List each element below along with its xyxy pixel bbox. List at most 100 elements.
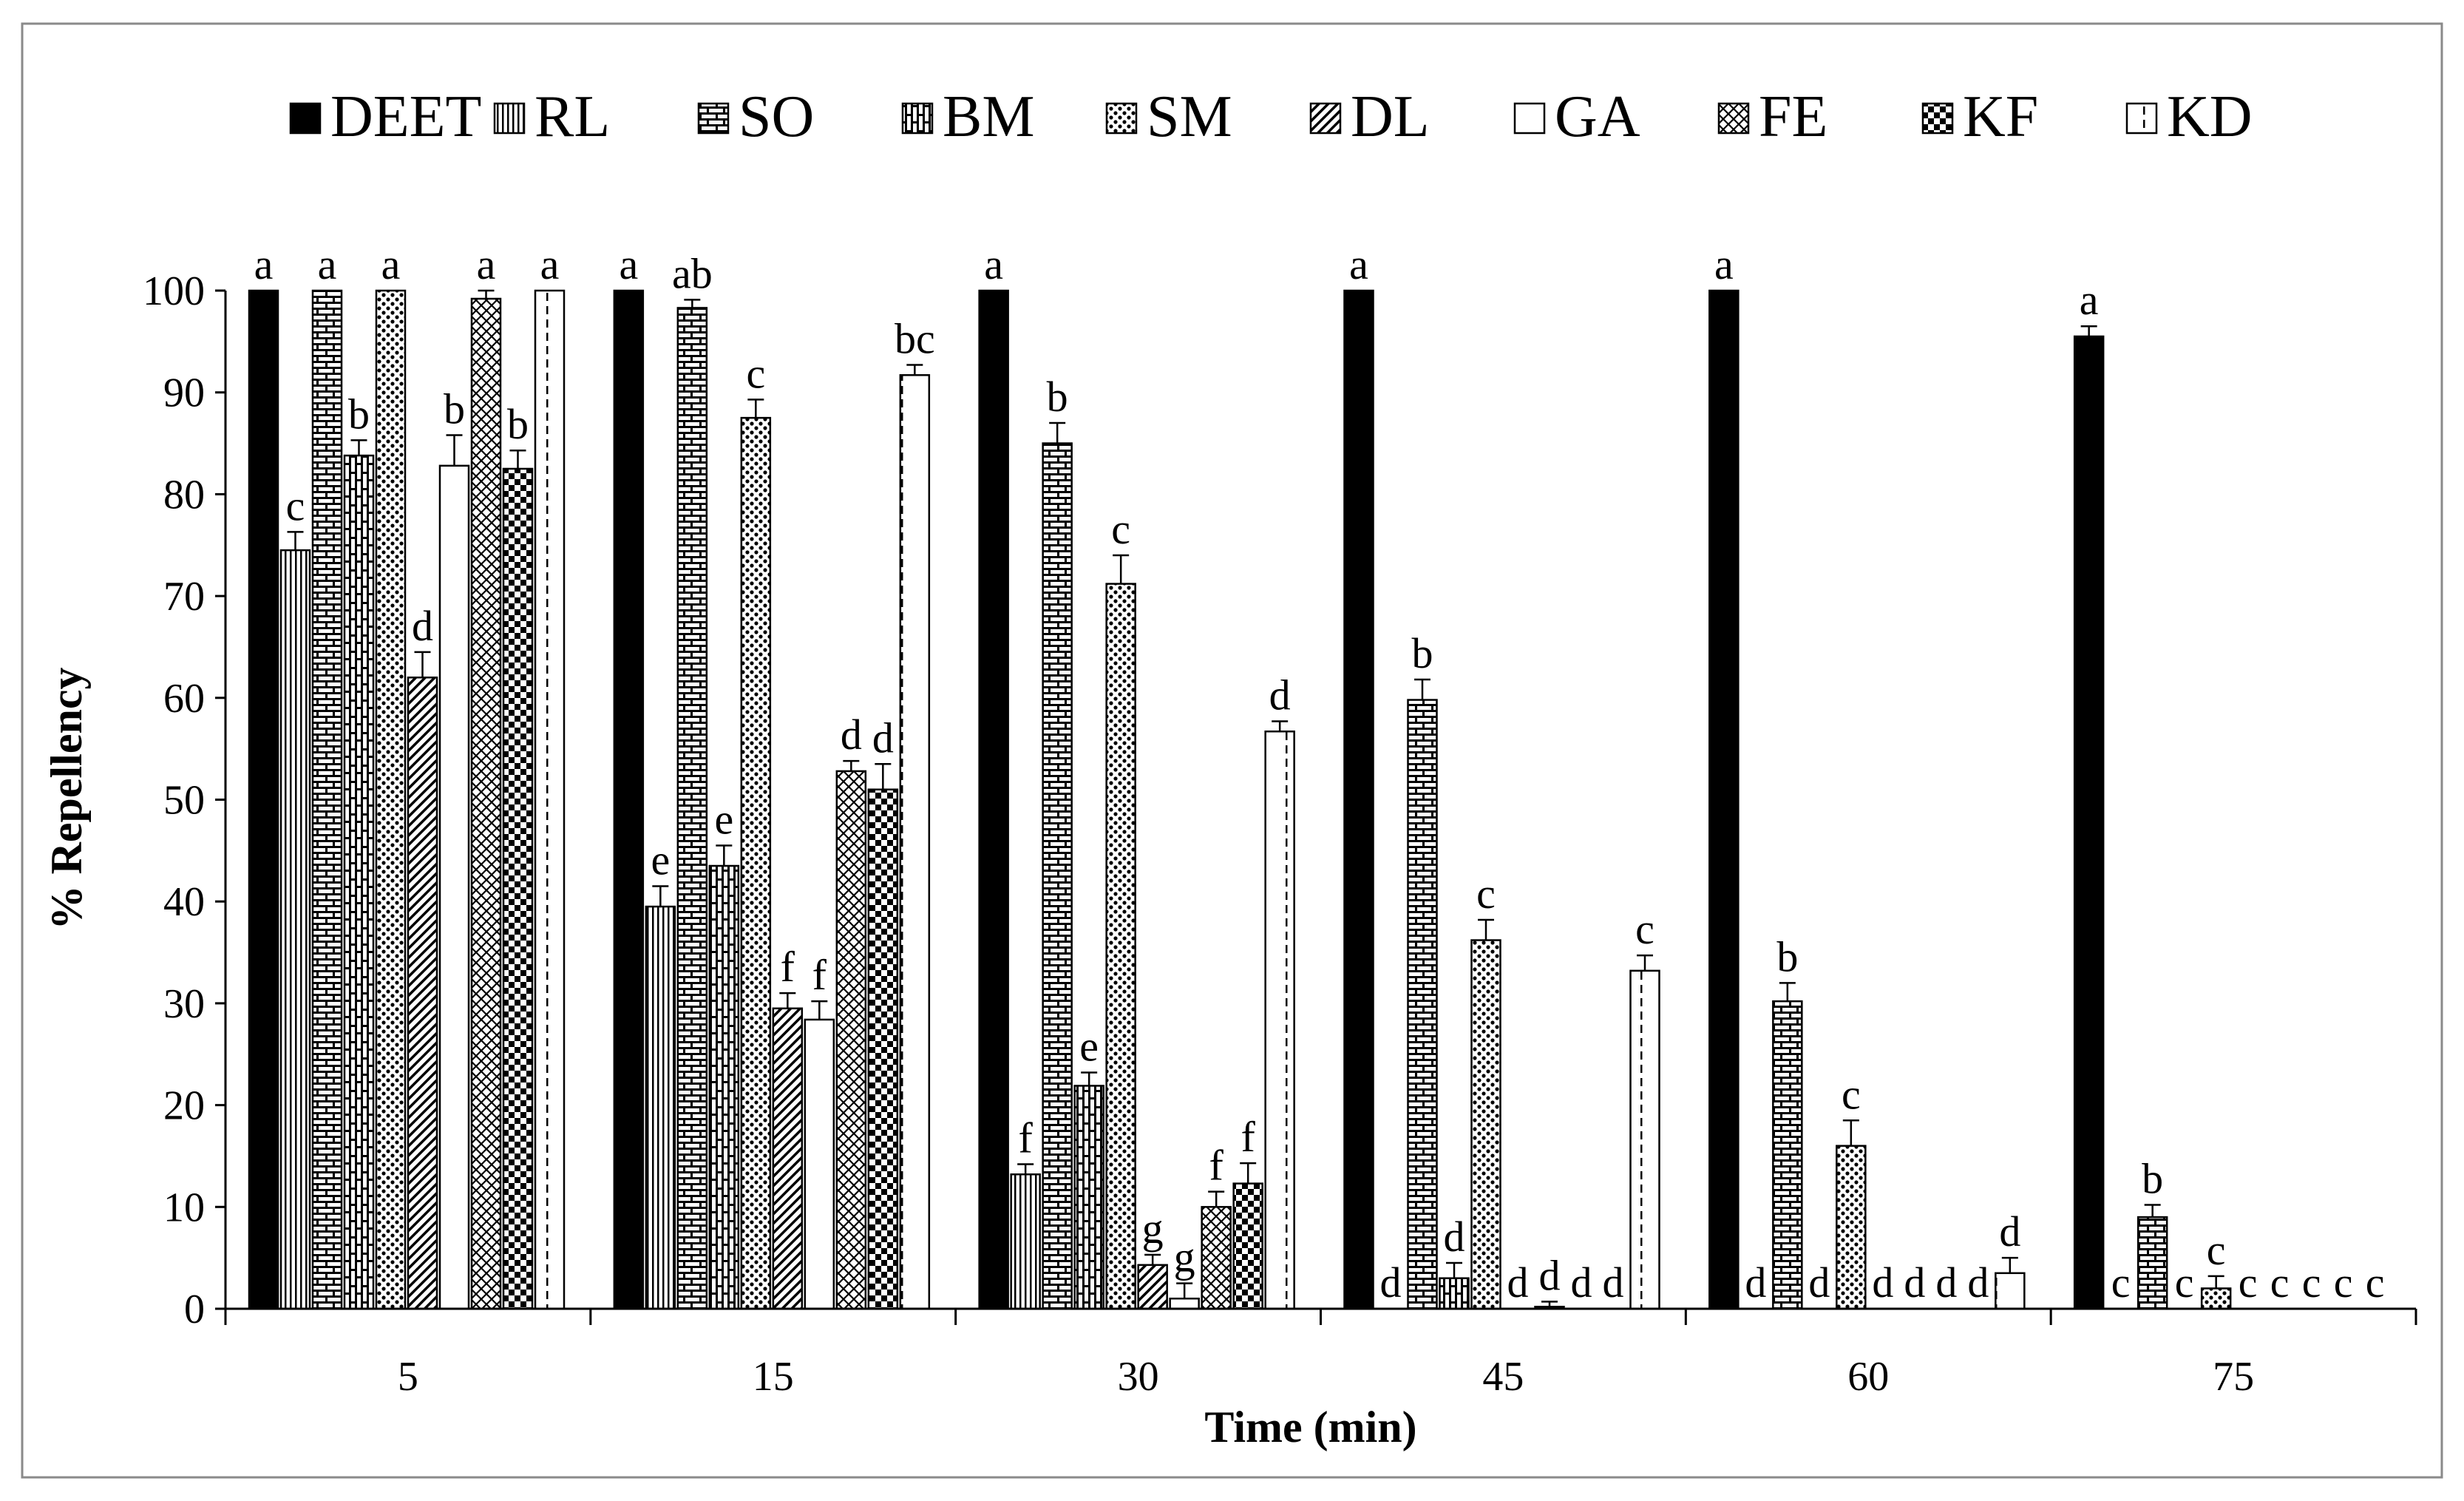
legend-swatch-so bbox=[697, 102, 730, 135]
sig-label-kf-75: c bbox=[2334, 1258, 2353, 1307]
legend-swatch-ga bbox=[1513, 102, 1546, 135]
y-tick-label: 80 bbox=[163, 472, 205, 518]
bar-deet-30 bbox=[978, 289, 1009, 1310]
bar-ga-5 bbox=[438, 464, 470, 1310]
y-tick-label: 70 bbox=[163, 574, 205, 620]
y-tick-label: 30 bbox=[163, 981, 205, 1027]
sig-label-deet-5: a bbox=[254, 240, 274, 288]
sig-label-so-75: b bbox=[2142, 1155, 2163, 1203]
bar-bm-30 bbox=[1073, 1085, 1104, 1310]
x-category-label: 60 bbox=[1847, 1354, 1889, 1400]
x-category-label: 75 bbox=[2213, 1354, 2254, 1400]
legend-label-sm: SM bbox=[1147, 84, 1232, 149]
legend-swatch-bm bbox=[901, 102, 934, 135]
bar-kd-5 bbox=[534, 289, 566, 1310]
bar-rl-15 bbox=[645, 905, 676, 1310]
legend-swatch-kd bbox=[2125, 102, 2158, 135]
bar-sm-15 bbox=[740, 416, 772, 1310]
bar-bm-45 bbox=[1439, 1277, 1470, 1310]
sig-label-sm-5: a bbox=[381, 240, 401, 288]
sig-label-kd-60: d bbox=[1999, 1207, 2020, 1256]
bar-sm-30 bbox=[1105, 583, 1136, 1310]
bar-kf-30 bbox=[1232, 1182, 1263, 1310]
x-axis-ticks: 5 15 30 45 60 75 bbox=[224, 1309, 2417, 1400]
y-tick-label: 60 bbox=[163, 676, 205, 722]
sig-label-fe-30: f bbox=[1209, 1142, 1224, 1190]
sig-label-deet-75: a bbox=[2080, 276, 2099, 324]
bar-so-75 bbox=[2137, 1216, 2168, 1310]
sig-label-ga-5: b bbox=[444, 385, 465, 433]
legend-label-kf: KF bbox=[1963, 84, 2038, 149]
sig-label-kd-75: c bbox=[2366, 1258, 2385, 1307]
bar-kd-45 bbox=[1629, 969, 1660, 1310]
sig-label-ga-30: g bbox=[1174, 1233, 1195, 1281]
sig-label-rl-75: c bbox=[2111, 1258, 2131, 1307]
sig-label-kf-5: b bbox=[507, 400, 529, 448]
sig-label-bm-45: d bbox=[1444, 1213, 1465, 1261]
sig-label-sm-75: c bbox=[2207, 1226, 2226, 1274]
sig-label-rl-15: e bbox=[651, 836, 670, 884]
sig-label-dl-30: g bbox=[1142, 1204, 1164, 1253]
legend: DEET RL SO BM SM DL GA FE KF KD bbox=[289, 84, 2253, 149]
bar-sm-60 bbox=[1836, 1145, 1867, 1310]
bar-deet-45 bbox=[1343, 289, 1374, 1310]
legend-label-rl: RL bbox=[534, 84, 610, 149]
sig-label-kf-45: d bbox=[1603, 1258, 1624, 1307]
sig-label-deet-60: a bbox=[1714, 240, 1734, 288]
y-tick-label: 0 bbox=[184, 1287, 205, 1332]
legend-label-deet: DEET bbox=[330, 84, 481, 149]
y-tick-label: 40 bbox=[163, 879, 205, 925]
sig-label-dl-45: d bbox=[1507, 1258, 1529, 1307]
legend-label-kd: KD bbox=[2167, 84, 2253, 149]
bar-kd-15 bbox=[899, 374, 931, 1310]
y-axis-title: % Repellency bbox=[42, 668, 91, 930]
bar-fe-5 bbox=[470, 297, 502, 1310]
x-axis-title: Time (min) bbox=[1204, 1403, 1416, 1451]
bar-bm-15 bbox=[708, 864, 740, 1310]
sig-label-ga-60: d bbox=[1904, 1258, 1925, 1307]
bar-so-45 bbox=[1407, 699, 1438, 1310]
sig-label-kd-30: d bbox=[1269, 671, 1291, 719]
legend-label-dl: DL bbox=[1351, 84, 1430, 149]
bar-fe-30 bbox=[1201, 1206, 1232, 1310]
bar-rl-5 bbox=[279, 549, 311, 1310]
y-tick-label: 100 bbox=[143, 268, 205, 314]
sig-label-rl-5: c bbox=[286, 481, 305, 529]
sig-label-deet-30: a bbox=[984, 240, 1003, 288]
bar-so-60 bbox=[1772, 1000, 1803, 1310]
sig-label-so-30: b bbox=[1047, 373, 1068, 421]
sig-label-dl-60: d bbox=[1872, 1258, 1893, 1307]
sig-label-kf-30: f bbox=[1241, 1113, 1256, 1161]
bar-so-15 bbox=[676, 307, 708, 1310]
legend-swatch-fe bbox=[1717, 102, 1750, 135]
bar-deet-5 bbox=[248, 289, 279, 1310]
bar-kd-30 bbox=[1264, 730, 1295, 1310]
legend-swatch-sm bbox=[1105, 102, 1138, 135]
x-category-label: 5 bbox=[398, 1354, 418, 1400]
bar-sm-45 bbox=[1470, 939, 1501, 1310]
legend-swatch-rl bbox=[493, 102, 526, 135]
sig-label-deet-15: a bbox=[619, 240, 638, 288]
sig-label-fe-75: c bbox=[2302, 1258, 2321, 1307]
error-bars-layer bbox=[287, 289, 2224, 1307]
bar-rl-30 bbox=[1010, 1173, 1041, 1310]
sig-label-sm-15: c bbox=[746, 349, 765, 397]
bar-sm-75 bbox=[2200, 1287, 2232, 1310]
y-tick-label: 10 bbox=[163, 1185, 205, 1230]
bar-kf-15 bbox=[867, 788, 899, 1310]
y-tick-label: 90 bbox=[163, 370, 205, 416]
sig-label-dl-15: f bbox=[781, 943, 795, 991]
bar-ga-30 bbox=[1169, 1297, 1200, 1310]
sig-label-so-45: b bbox=[1412, 629, 1433, 677]
bar-bm-5 bbox=[343, 454, 375, 1310]
bar-dl-15 bbox=[772, 1007, 804, 1310]
legend-swatch-dl bbox=[1309, 102, 1342, 135]
y-tick-label: 50 bbox=[163, 778, 205, 824]
bar-kd-60 bbox=[1995, 1272, 2026, 1310]
sig-label-kd-15: bc bbox=[895, 315, 935, 363]
y-tick-label: 20 bbox=[163, 1083, 205, 1129]
sig-label-fe-45: d bbox=[1571, 1258, 1592, 1307]
